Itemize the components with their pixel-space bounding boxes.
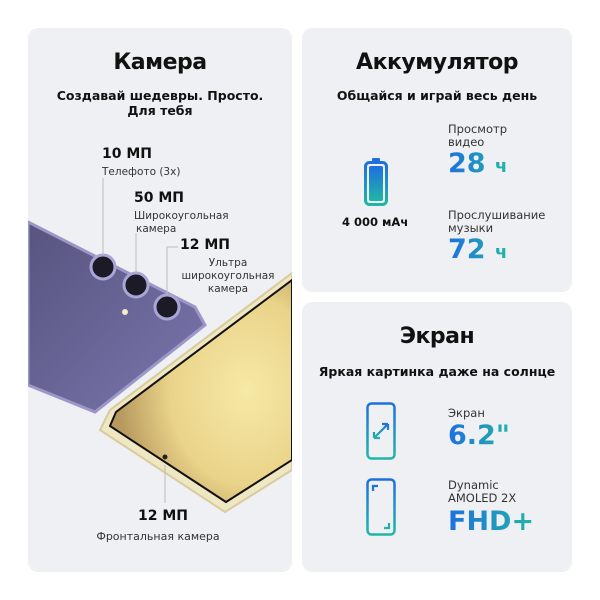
- battery-icon: [364, 158, 388, 206]
- front-camera-dot: [162, 454, 168, 460]
- video-hours: 28 ч: [448, 148, 507, 179]
- ultra-caption-3: камера: [207, 283, 249, 295]
- battery-panel: Аккумулятор Общайся и играй весь день 4 …: [302, 28, 572, 292]
- screen-size-label: Экран: [448, 406, 485, 420]
- ultra-caption-2: широкоугольная: [181, 270, 275, 282]
- video-unit: ч: [494, 156, 508, 177]
- ultra-mp: 12 МП: [180, 237, 231, 253]
- camera-title: Камера: [113, 50, 207, 75]
- video-label-2: видео: [448, 135, 485, 149]
- wide-caption-2: камера: [136, 223, 177, 235]
- music-value: 72: [448, 234, 486, 265]
- screen-type-label-1: Dynamic: [448, 478, 499, 492]
- screen-size-icon: [366, 402, 396, 460]
- wide-mp: 50 МП: [134, 190, 185, 206]
- camera-subtitle-2: Для тебя: [127, 103, 193, 118]
- tele-caption: Телефото (3x): [102, 166, 181, 178]
- screen-resolution-icon: [366, 478, 396, 536]
- screen-type-label-2: AMOLED 2X: [448, 491, 517, 505]
- front-caption: Фронтальная камера: [96, 530, 220, 543]
- screen-size-value: 6.2": [448, 420, 510, 451]
- music-label-2: музыки: [448, 221, 494, 235]
- battery-title: Аккумулятор: [356, 50, 518, 75]
- screen-title: Экран: [399, 324, 475, 349]
- music-label-1: Прослушивание: [448, 208, 546, 222]
- screen-panel: Экран Яркая картинка даже на солнце Экра…: [302, 302, 572, 572]
- screen-subtitle: Яркая картинка даже на солнце: [318, 364, 556, 379]
- front-mp: 12 МП: [137, 508, 188, 524]
- video-label-1: Просмотр: [448, 122, 508, 136]
- wide-caption-1: Широкоугольная: [134, 210, 229, 222]
- music-hours: 72 ч: [448, 234, 507, 265]
- callout-lines: [102, 178, 178, 503]
- screen-type-value: FHD+: [448, 506, 535, 537]
- camera-panel: Камера Создавай шедевры. Просто. Для теб…: [28, 28, 292, 572]
- cream-phone-screen: [108, 278, 292, 504]
- phones-illustration: [28, 178, 292, 514]
- battery-subtitle: Общайся и играй весь день: [336, 88, 538, 103]
- battery-capacity: 4 000 мАч: [342, 215, 409, 229]
- ultra-caption-1: Ультра: [208, 257, 248, 269]
- video-value: 28: [448, 148, 486, 179]
- music-unit: ч: [494, 242, 508, 263]
- tele-mp: 10 МП: [102, 146, 153, 162]
- camera-subtitle-1: Создавай шедевры. Просто.: [56, 88, 264, 103]
